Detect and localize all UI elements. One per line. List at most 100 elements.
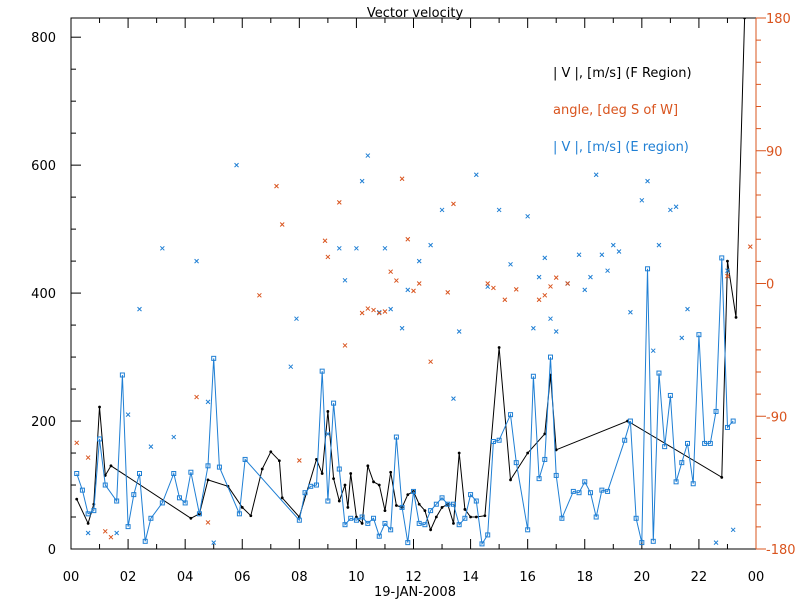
data-point — [576, 252, 582, 258]
data-point — [274, 183, 279, 189]
data-point — [206, 478, 210, 482]
data-point — [685, 440, 690, 446]
data-point — [483, 514, 487, 518]
data-point — [725, 273, 730, 279]
data-point — [713, 408, 719, 414]
data-point — [279, 222, 285, 227]
data-point — [536, 297, 542, 303]
data-point — [656, 242, 662, 248]
data-point — [587, 490, 593, 496]
data-point — [389, 470, 393, 474]
data-point — [445, 289, 451, 295]
data-point — [536, 476, 542, 482]
y-left-tick-label: 200 — [31, 415, 56, 430]
data-point — [473, 172, 479, 178]
data-point — [366, 464, 370, 468]
data-point — [332, 477, 335, 481]
data-point — [325, 254, 331, 260]
data-point — [679, 335, 685, 341]
data-point — [610, 242, 616, 248]
data-point — [702, 440, 708, 446]
data-point — [622, 437, 628, 443]
data-point — [75, 497, 79, 501]
data-point — [411, 288, 416, 294]
data-point — [416, 520, 422, 526]
data-point — [86, 522, 90, 525]
data-point — [553, 472, 559, 478]
data-point — [114, 530, 120, 536]
y-right-tick-label: 90 — [766, 145, 783, 160]
data-point — [543, 432, 547, 436]
data-point — [422, 522, 428, 528]
series-1 — [74, 255, 736, 547]
data-point — [342, 343, 348, 348]
series-3 — [74, 176, 753, 540]
data-point — [354, 245, 359, 251]
data-point — [382, 309, 388, 314]
x-tick-label: 16 — [519, 570, 536, 585]
data-point — [451, 201, 456, 207]
data-point — [719, 255, 725, 261]
plot-area — [74, 18, 753, 547]
y-right-axis: -180 -90 0 90 180 — [755, 12, 796, 558]
data-point — [416, 281, 422, 286]
data-point — [342, 522, 348, 528]
data-point — [502, 297, 508, 303]
data-point — [294, 316, 299, 322]
y-left-tick-label: 800 — [31, 31, 56, 46]
legend: | V |, [m/s] (F Region) angle, [deg S of… — [553, 66, 692, 155]
data-point — [490, 439, 496, 445]
data-point — [559, 515, 565, 521]
data-point — [645, 178, 650, 184]
data-point — [428, 242, 433, 248]
data-point — [463, 507, 467, 511]
series-2 — [85, 153, 736, 545]
data-point — [429, 528, 433, 532]
data-point — [554, 448, 558, 452]
x-tick-label: 10 — [348, 570, 365, 585]
x-tick-label: 04 — [177, 570, 194, 585]
data-point — [474, 515, 478, 519]
data-point — [433, 501, 439, 507]
data-point — [280, 496, 284, 500]
data-point — [376, 309, 382, 315]
x-tick-label: 00 — [63, 570, 80, 585]
x-tick-label: 02 — [120, 570, 137, 585]
data-point — [599, 252, 605, 258]
data-point — [496, 207, 502, 213]
data-point — [599, 487, 605, 493]
data-point — [257, 292, 262, 298]
data-point — [730, 418, 736, 424]
data-point — [331, 400, 337, 406]
legend-entry-f-region: | V |, [m/s] (F Region) — [553, 66, 692, 81]
data-point — [639, 540, 645, 546]
data-point — [457, 451, 461, 455]
x-tick-label: 12 — [405, 570, 422, 585]
data-point — [724, 424, 730, 430]
y-right-tick-label: -180 — [766, 543, 796, 558]
data-point — [406, 493, 410, 497]
data-point — [730, 527, 736, 533]
data-point — [182, 500, 188, 506]
data-point — [588, 274, 593, 280]
data-point — [91, 508, 97, 514]
data-point — [734, 316, 738, 319]
data-point — [690, 481, 696, 487]
data-point — [377, 483, 381, 487]
x-tick-label: 06 — [234, 570, 251, 585]
data-point — [320, 472, 324, 475]
data-point — [485, 532, 491, 538]
data-point — [508, 261, 513, 267]
data-point — [570, 488, 576, 494]
data-point — [536, 274, 542, 280]
data-point — [469, 515, 472, 519]
data-point — [747, 244, 753, 249]
data-point — [645, 266, 651, 272]
data-point — [74, 440, 80, 446]
y-right-tick-label: -90 — [766, 410, 787, 425]
x-axis: 00 02 04 06 08 10 12 14 16 18 20 22 00 — [63, 18, 764, 585]
data-point — [269, 450, 273, 454]
data-point — [171, 434, 177, 440]
data-point — [353, 517, 359, 523]
data-point — [725, 268, 730, 274]
